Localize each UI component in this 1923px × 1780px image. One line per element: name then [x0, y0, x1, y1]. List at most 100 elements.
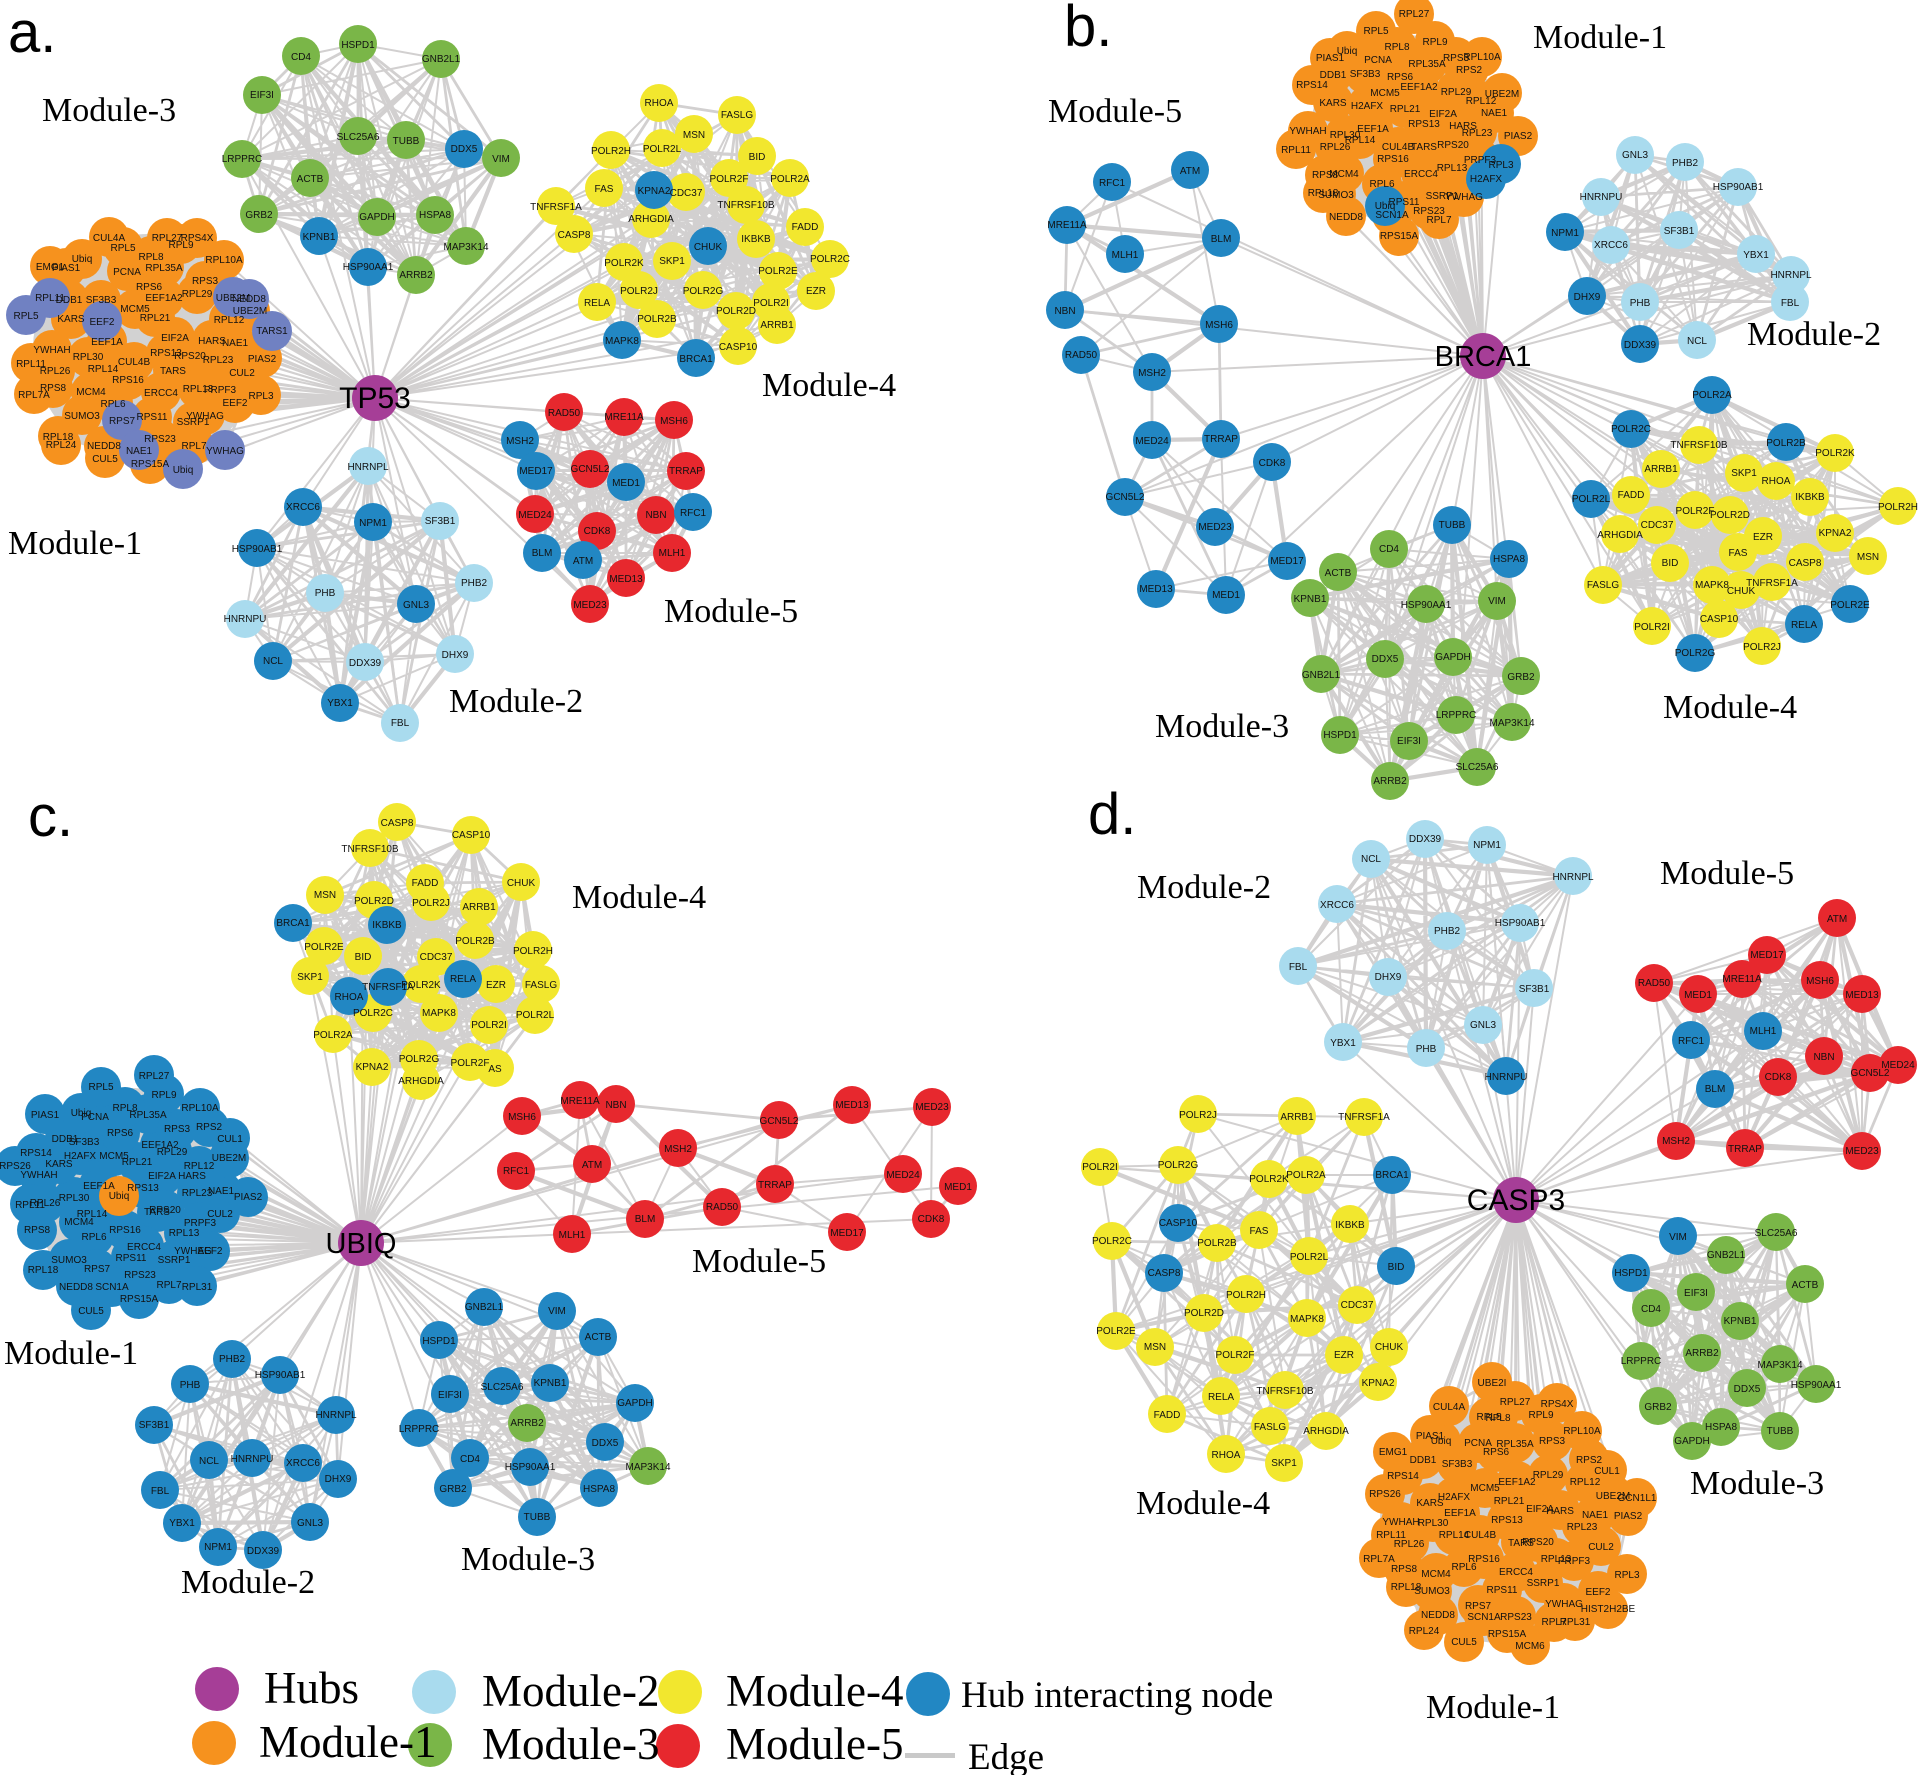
- svg-text:CUL1: CUL1: [217, 1134, 243, 1145]
- svg-text:DDX5: DDX5: [451, 144, 478, 155]
- svg-text:DDB1: DDB1: [56, 295, 83, 306]
- svg-text:POLR2J: POLR2J: [412, 898, 450, 909]
- svg-text:H2AFX: H2AFX: [1438, 1492, 1471, 1503]
- svg-text:Hubs: Hubs: [264, 1663, 359, 1713]
- svg-text:Module-4: Module-4: [1663, 689, 1797, 726]
- svg-text:RPL7: RPL7: [1541, 1617, 1566, 1628]
- svg-text:DDB1: DDB1: [52, 1134, 79, 1145]
- svg-text:EEF1A2: EEF1A2: [141, 1140, 179, 1151]
- svg-text:HIST2H2BE: HIST2H2BE: [1581, 1604, 1636, 1615]
- svg-text:POLR2B: POLR2B: [455, 936, 495, 947]
- svg-text:POLR2K: POLR2K: [604, 258, 644, 269]
- svg-text:SF3B1: SF3B1: [1519, 984, 1550, 995]
- svg-text:DDB1: DDB1: [1410, 1455, 1437, 1466]
- svg-text:KPNB1: KPNB1: [303, 232, 336, 243]
- svg-text:PHB2: PHB2: [461, 578, 488, 589]
- svg-text:KPNB1: KPNB1: [1294, 594, 1327, 605]
- svg-text:HNRNPL: HNRNPL: [1770, 270, 1812, 281]
- svg-text:MCM5: MCM5: [120, 304, 150, 315]
- svg-text:MED13: MED13: [1845, 990, 1879, 1001]
- svg-text:KPNA2: KPNA2: [1362, 1378, 1395, 1389]
- svg-text:Module-1: Module-1: [1426, 1689, 1560, 1726]
- svg-text:HSPA8: HSPA8: [1493, 554, 1525, 565]
- svg-text:MSH6: MSH6: [1806, 976, 1834, 987]
- svg-text:RPL31: RPL31: [1560, 1617, 1591, 1628]
- svg-text:RPL10A: RPL10A: [181, 1103, 219, 1114]
- svg-text:RPL12: RPL12: [214, 315, 245, 326]
- svg-text:RPS2: RPS2: [1576, 1455, 1603, 1466]
- svg-text:POLR2K: POLR2K: [401, 980, 441, 991]
- svg-text:FAS: FAS: [1250, 1226, 1269, 1237]
- svg-text:RPL21: RPL21: [1494, 1496, 1525, 1507]
- svg-text:TNFRSF10B: TNFRSF10B: [1256, 1386, 1314, 1397]
- svg-text:CUL1: CUL1: [1594, 1466, 1620, 1477]
- svg-text:FBL: FBL: [1289, 962, 1308, 973]
- svg-text:DDX5: DDX5: [1372, 654, 1399, 665]
- svg-text:SF3B3: SF3B3: [1350, 69, 1381, 80]
- svg-text:RPL21: RPL21: [140, 313, 171, 324]
- svg-text:RPL11: RPL11: [35, 293, 65, 304]
- svg-text:KARS: KARS: [57, 314, 85, 325]
- svg-text:ACTB: ACTB: [585, 1332, 612, 1343]
- svg-text:VIM: VIM: [548, 1306, 566, 1317]
- svg-text:EEF2: EEF2: [222, 398, 247, 409]
- svg-text:RPL7A: RPL7A: [1363, 1554, 1395, 1565]
- svg-text:Edge: Edge: [968, 1737, 1044, 1775]
- svg-text:DDX39: DDX39: [349, 658, 382, 669]
- svg-text:MCM5: MCM5: [1470, 1483, 1500, 1494]
- svg-text:MED17: MED17: [830, 1228, 864, 1239]
- svg-text:MSN: MSN: [683, 130, 705, 141]
- svg-text:HNRNPU: HNRNPU: [1580, 192, 1623, 203]
- svg-text:GNL3: GNL3: [403, 600, 430, 611]
- svg-text:MCM5: MCM5: [99, 1151, 129, 1162]
- svg-text:GCN5L2: GCN5L2: [760, 1116, 799, 1127]
- svg-text:YWHAH: YWHAH: [1382, 1517, 1419, 1528]
- svg-text:TARS1: TARS1: [256, 326, 288, 337]
- svg-text:EEF2: EEF2: [197, 1246, 222, 1257]
- svg-text:POLR2F: POLR2F: [451, 1058, 490, 1069]
- svg-text:GCN1L1: GCN1L1: [1618, 1493, 1657, 1504]
- svg-text:RPL5: RPL5: [13, 311, 38, 322]
- svg-text:MED17: MED17: [1750, 950, 1784, 961]
- svg-text:Ubiq: Ubiq: [71, 1108, 92, 1119]
- svg-text:GCN5L2: GCN5L2: [571, 464, 610, 475]
- svg-text:POLR2D: POLR2D: [1710, 510, 1750, 521]
- svg-text:TARS: TARS: [144, 1207, 170, 1218]
- svg-text:MLH1: MLH1: [1750, 1026, 1777, 1037]
- svg-text:ACTB: ACTB: [1325, 568, 1352, 579]
- svg-text:RPL13: RPL13: [169, 1228, 200, 1239]
- svg-text:BID: BID: [749, 152, 766, 163]
- svg-text:HNRNPU: HNRNPU: [231, 1454, 274, 1465]
- svg-text:SF3B3: SF3B3: [69, 1137, 100, 1148]
- svg-text:CASP8: CASP8: [558, 230, 591, 241]
- svg-text:GNB2L1: GNB2L1: [465, 1302, 504, 1313]
- svg-text:POLR2F: POLR2F: [710, 174, 749, 185]
- svg-text:RPS20: RPS20: [1437, 140, 1469, 151]
- svg-text:XRCC6: XRCC6: [1320, 900, 1354, 911]
- svg-text:AS: AS: [488, 1064, 502, 1075]
- svg-text:DHX9: DHX9: [1574, 292, 1601, 303]
- svg-text:MED24: MED24: [518, 510, 552, 521]
- svg-text:NBN: NBN: [605, 1100, 626, 1111]
- svg-text:POLR2F: POLR2F: [1676, 506, 1715, 517]
- svg-text:FAS: FAS: [595, 184, 614, 195]
- svg-text:EEF1A: EEF1A: [1444, 1508, 1476, 1519]
- svg-text:CDC37: CDC37: [1641, 520, 1674, 531]
- svg-text:MSH6: MSH6: [1205, 320, 1233, 331]
- svg-text:CHUK: CHUK: [507, 878, 536, 889]
- svg-text:ARRB2: ARRB2: [399, 270, 433, 281]
- svg-text:RPS3: RPS3: [192, 276, 219, 287]
- svg-text:CDK8: CDK8: [1765, 1072, 1792, 1083]
- svg-text:RPS4X: RPS4X: [1541, 1399, 1574, 1410]
- svg-text:GAPDH: GAPDH: [1435, 652, 1471, 663]
- svg-text:EZR: EZR: [486, 980, 506, 991]
- svg-text:HNRNPL: HNRNPL: [1552, 872, 1594, 883]
- svg-text:GRB2: GRB2: [1507, 672, 1535, 683]
- svg-text:RPS6: RPS6: [1387, 72, 1414, 83]
- svg-text:SF3B1: SF3B1: [1664, 226, 1695, 237]
- svg-text:EEF1A2: EEF1A2: [1400, 82, 1438, 93]
- svg-text:RPL12: RPL12: [184, 1161, 215, 1172]
- svg-text:MAPK8: MAPK8: [422, 1008, 456, 1019]
- svg-text:CASP10: CASP10: [1700, 614, 1739, 625]
- svg-text:MLH1: MLH1: [559, 1230, 586, 1241]
